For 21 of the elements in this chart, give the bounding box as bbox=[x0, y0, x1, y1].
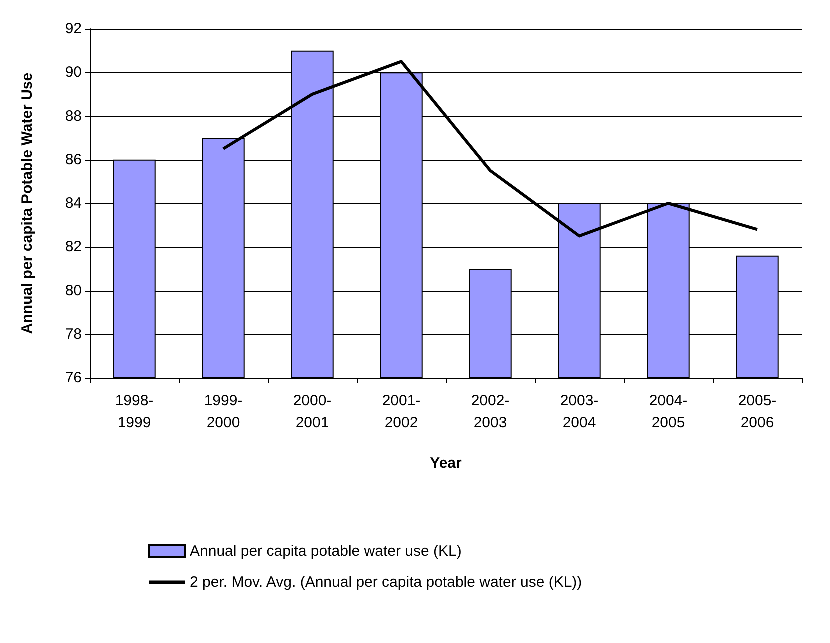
y-tick-label: 84 bbox=[65, 195, 82, 212]
y-tick-label: 80 bbox=[65, 282, 82, 300]
y-tick-label: 88 bbox=[65, 108, 82, 125]
legend-label: 2 per. Mov. Avg. (Annual per capita potable water use (KL)) bbox=[190, 574, 582, 591]
x-axis-title: Year bbox=[430, 455, 462, 472]
y-tick-label: 76 bbox=[65, 370, 82, 386]
y-tick-label: 78 bbox=[65, 326, 82, 343]
y-tick-label: 90 bbox=[65, 64, 82, 82]
legend-label: Annual per capita potable water use (KL) bbox=[190, 543, 462, 560]
x-tick-label: 2002-2003 bbox=[471, 392, 510, 432]
x-tick-label: 2004-2005 bbox=[649, 392, 688, 432]
x-tick-label: 2001-2002 bbox=[382, 392, 421, 432]
y-tick-label: 86 bbox=[65, 151, 82, 168]
x-tick-label: 1999-2000 bbox=[204, 392, 243, 432]
y-tick-label: 82 bbox=[65, 238, 82, 256]
x-tick-label: 1998-1999 bbox=[115, 392, 154, 432]
y-tick-label: 92 bbox=[65, 20, 82, 38]
x-tick-label: 2005-2006 bbox=[738, 392, 777, 432]
x-tick-label: 2000-2001 bbox=[293, 392, 332, 432]
y-axis-title: Annual per capita Potable Water Use bbox=[19, 72, 36, 334]
x-tick-label: 2003-2004 bbox=[560, 392, 599, 432]
